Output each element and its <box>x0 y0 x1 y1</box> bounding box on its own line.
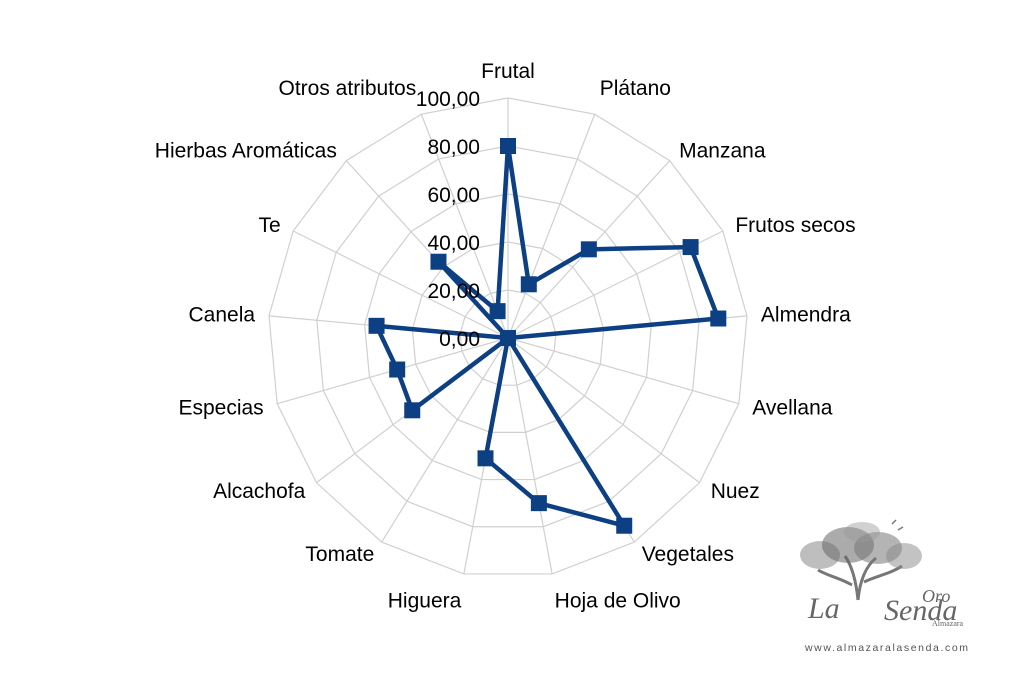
grid-spoke-14 <box>292 230 509 339</box>
grid-ring-4 <box>316 145 700 528</box>
grid-spoke-1 <box>507 113 596 339</box>
category-label: Alcachofa <box>213 480 306 503</box>
category-label: Higuera <box>388 590 462 613</box>
category-label: Vegetales <box>642 543 734 566</box>
category-label: Frutos secos <box>735 214 855 237</box>
tick-label: 80,00 <box>427 136 480 159</box>
olive-tree-logo-icon <box>800 519 922 601</box>
radar-series <box>368 138 727 534</box>
tick-label: 100,00 <box>416 88 480 111</box>
grid-spoke-16 <box>420 113 509 339</box>
grid-spoke-8 <box>507 337 553 575</box>
tick-label: 0,00 <box>439 328 480 351</box>
brand-watermark: La Senda Oro Almazara www.almazaralasend… <box>800 519 970 654</box>
series-point-13 <box>368 317 385 334</box>
category-label: Nuez <box>711 480 760 503</box>
brand-right-text: Senda <box>884 594 957 627</box>
category-label: Te <box>258 214 280 237</box>
radar-category-labels: Frutal Plátano Manzana Frutos secos Almendra… <box>155 60 856 613</box>
series-point-7 <box>616 517 633 534</box>
tick-label: 20,00 <box>427 280 480 303</box>
category-label: Tomate <box>305 543 374 566</box>
brand-left-text: La <box>807 592 840 625</box>
grid-ring-2 <box>411 241 605 433</box>
grid-spoke-6 <box>507 337 700 484</box>
tick-label: 40,00 <box>427 232 480 255</box>
series-point-4 <box>710 310 727 327</box>
series-point-2 <box>580 241 597 258</box>
category-label: Canela <box>189 304 256 327</box>
category-label: Almendra <box>761 304 851 327</box>
grid-spoke-10 <box>381 337 509 543</box>
category-label: Hoja de Olivo <box>555 590 681 613</box>
category-label: Avellana <box>752 397 832 420</box>
category-label: Especias <box>178 397 263 420</box>
series-point-14 <box>500 330 516 346</box>
series-point-12 <box>389 361 406 378</box>
series-point-16 <box>489 303 506 320</box>
brand-sub-text: Oro <box>922 586 950 606</box>
brand-small-text: Almazara <box>932 619 964 628</box>
grid-ring-1 <box>459 289 557 386</box>
category-label: Frutal <box>481 60 535 83</box>
series-point-1 <box>520 276 537 293</box>
category-label: Hierbas Aromáticas <box>155 139 337 162</box>
series-point-11 <box>404 402 421 419</box>
category-label: Manzana <box>679 139 766 162</box>
brand-url-text: www.almazaralasenda.com <box>804 642 970 654</box>
series-point-3 <box>682 239 699 256</box>
tick-label: 60,00 <box>427 184 480 207</box>
grid-spoke-5 <box>507 337 740 405</box>
grid-ring-5 <box>268 97 748 575</box>
category-label: Plátano <box>600 77 671 100</box>
series-point-0 <box>500 138 516 154</box>
series-point-15 <box>430 253 447 270</box>
category-label: Otros atributos <box>279 77 417 100</box>
series-point-8 <box>530 495 547 512</box>
series-point-9 <box>477 450 494 467</box>
radar-tick-labels: 0,00 20,00 40,00 60,00 80,00 100,00 <box>416 88 480 351</box>
